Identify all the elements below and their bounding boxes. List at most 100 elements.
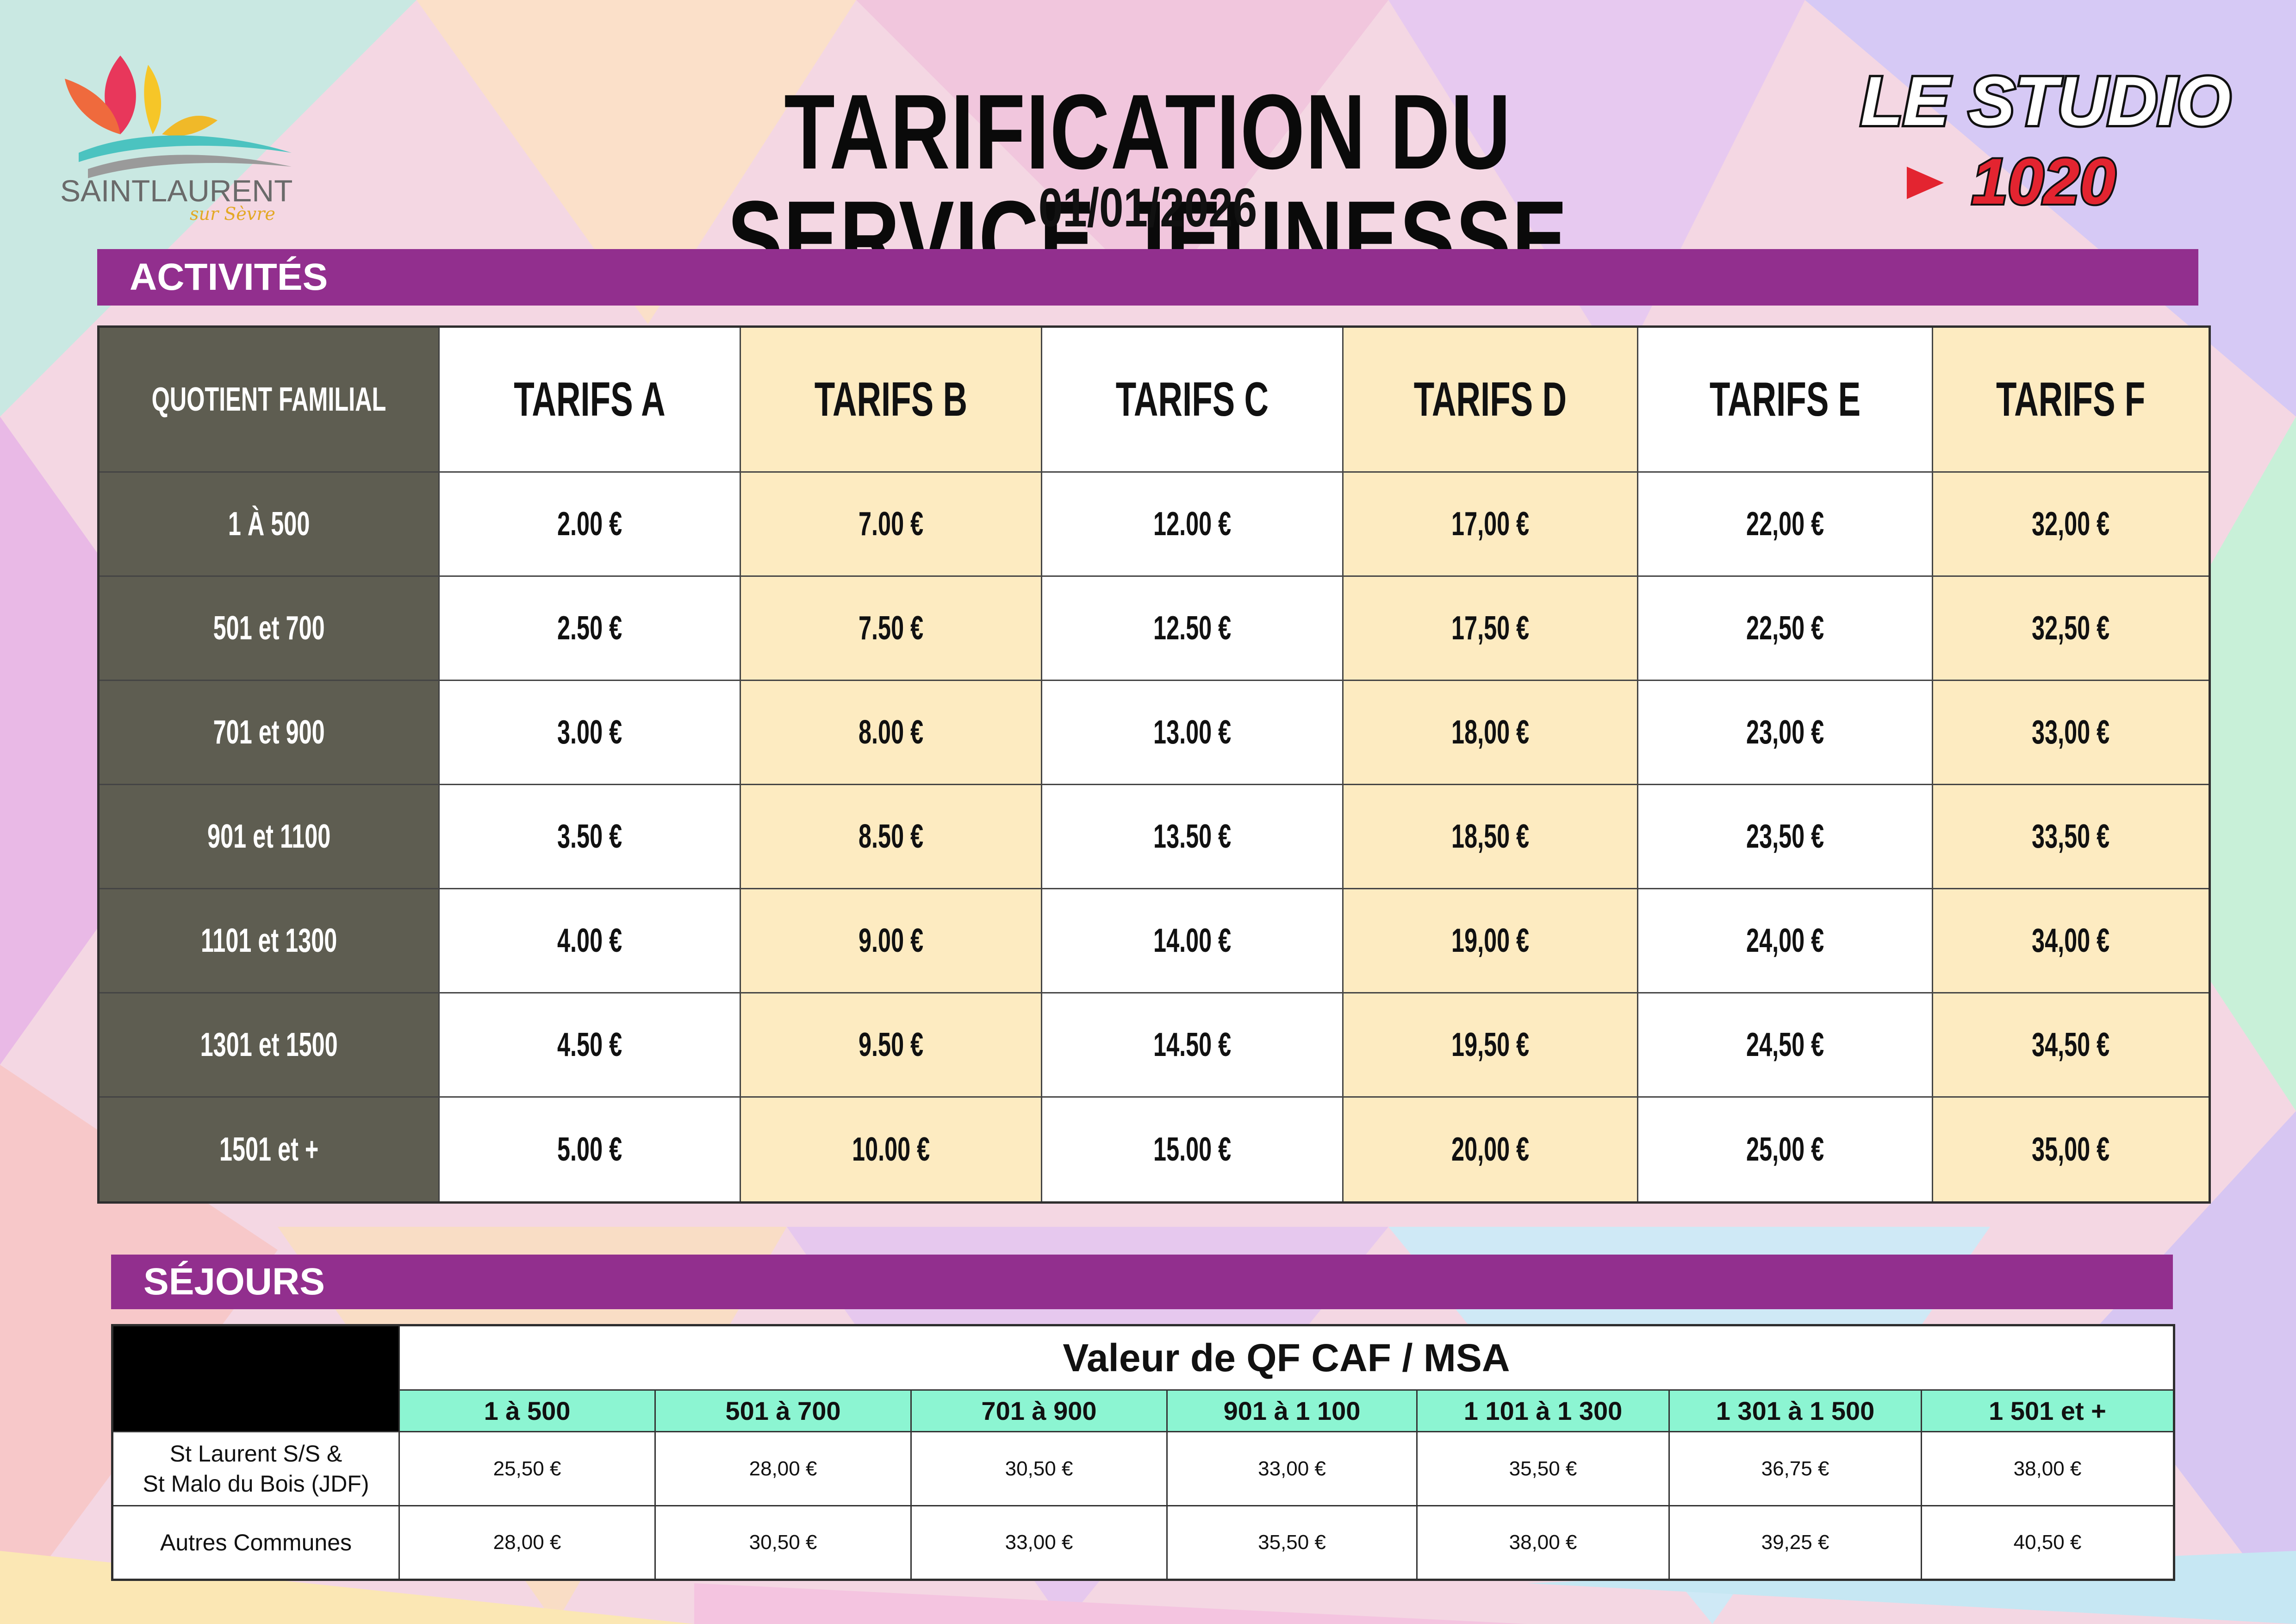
price-cell: 14.00 € — [1041, 888, 1344, 993]
tarifs-e-header: TARIFS E — [1637, 326, 1933, 473]
sejours-banner: SÉJOURS — [111, 1255, 2173, 1309]
price-cell: 13.50 € — [1041, 784, 1344, 889]
price-cell: 7.50 € — [740, 575, 1042, 681]
range-header: 1 101 à 1 300 — [1416, 1389, 1670, 1432]
sejours-group-header-row: Valeur de QF CAF / MSA — [112, 1324, 2175, 1432]
price-cell: 28,00 € — [398, 1505, 656, 1580]
table-row: 501 et 700 2.50 € 7.50 € 12.50 € 17,50 €… — [98, 575, 2210, 681]
price-cell: 4.50 € — [438, 992, 741, 1098]
qf-range-cell: 501 et 700 — [98, 575, 440, 681]
table-row: St Laurent S/S & St Malo du Bois (JDF) 2… — [112, 1431, 2175, 1506]
table-row: 1501 et + 5.00 € 10.00 € 15.00 € 20,00 €… — [98, 1096, 2210, 1203]
range-header: 1 301 à 1 500 — [1668, 1389, 1922, 1432]
price-cell: 3.00 € — [438, 680, 741, 785]
price-cell: 30,50 € — [654, 1505, 912, 1580]
commune-label-line2: St Malo du Bois (JDF) — [143, 1470, 369, 1497]
commune-label-cell: St Laurent S/S & St Malo du Bois (JDF) — [112, 1431, 400, 1506]
tarifs-a-header: TARIFS A — [438, 326, 741, 473]
tarifs-d-header: TARIFS D — [1342, 326, 1638, 473]
range-header: 501 à 700 — [654, 1389, 912, 1432]
qf-caf-msa-header: Valeur de QF CAF / MSA — [398, 1324, 2175, 1391]
logo-saint-text: SAINTLAURENT — [60, 174, 292, 208]
price-cell: 12.50 € — [1041, 575, 1344, 681]
table-row: 1101 et 1300 4.00 € 9.00 € 14.00 € 19,00… — [98, 888, 2210, 993]
price-cell: 24,00 € — [1637, 888, 1933, 993]
price-cell: 5.00 € — [438, 1096, 741, 1203]
price-cell: 23,50 € — [1637, 784, 1933, 889]
price-cell: 2.50 € — [438, 575, 741, 681]
commune-label-line1: St Laurent S/S & — [169, 1440, 342, 1467]
price-cell: 35,50 € — [1416, 1431, 1670, 1506]
price-cell: 18,00 € — [1342, 680, 1638, 785]
le-studio-1020-logo: LE STUDIO 1020 — [1858, 60, 2233, 219]
qf-range-cell: 1301 et 1500 — [98, 992, 440, 1098]
price-cell: 40,50 € — [1920, 1505, 2175, 1580]
price-cell: 17,00 € — [1342, 471, 1638, 577]
price-cell: 23,00 € — [1637, 680, 1933, 785]
quotient-familial-header: QUOTIENT FAMILIAL — [98, 326, 440, 473]
price-cell: 8.50 € — [740, 784, 1042, 889]
price-cell: 34,50 € — [1932, 992, 2210, 1098]
logo-1020-text: 1020 — [1972, 145, 2116, 218]
price-cell: 33,50 € — [1932, 784, 2210, 889]
price-cell: 3.50 € — [438, 784, 741, 889]
play-triangle-icon — [1907, 167, 1944, 199]
table-row: 1301 et 1500 4.50 € 9.50 € 14.50 € 19,50… — [98, 992, 2210, 1098]
range-header: 901 à 1 100 — [1166, 1389, 1418, 1432]
price-cell: 19,00 € — [1342, 888, 1638, 993]
sejours-corner-cell — [112, 1324, 400, 1432]
price-cell: 33,00 € — [1932, 680, 2210, 785]
price-cell: 24,50 € — [1637, 992, 1933, 1098]
commune-label-cell: Autres Communes — [112, 1505, 400, 1580]
logo-sur-sevre-text: sur Sèvre — [190, 204, 275, 222]
table-row: Autres Communes 28,00 € 30,50 € 33,00 € … — [112, 1505, 2175, 1580]
price-cell: 14.50 € — [1041, 992, 1344, 1098]
qf-range-cell: 1501 et + — [98, 1096, 440, 1203]
price-cell: 35,00 € — [1932, 1096, 2210, 1203]
price-cell: 15.00 € — [1041, 1096, 1344, 1203]
price-cell: 39,25 € — [1668, 1505, 1922, 1580]
range-header: 701 à 900 — [910, 1389, 1168, 1432]
butterfly-leaf-logo — [65, 56, 292, 178]
price-cell: 32,00 € — [1932, 471, 2210, 577]
price-cell: 35,50 € — [1166, 1505, 1418, 1580]
activites-table: QUOTIENT FAMILIAL TARIFS A TARIFS B TARI… — [97, 325, 2211, 1204]
price-cell: 30,50 € — [910, 1431, 1168, 1506]
qf-range-cell: 901 et 1100 — [98, 784, 440, 889]
price-cell: 38,00 € — [1416, 1505, 1670, 1580]
table-row: 701 et 900 3.00 € 8.00 € 13.00 € 18,00 €… — [98, 680, 2210, 785]
price-cell: 20,00 € — [1342, 1096, 1638, 1203]
tarifs-c-header: TARIFS C — [1041, 326, 1344, 473]
price-cell: 18,50 € — [1342, 784, 1638, 889]
sejours-range-row: 1 à 500 501 à 700 701 à 900 901 à 1 100 … — [112, 1389, 2175, 1432]
commune-label-line1: Autres Communes — [160, 1529, 352, 1555]
price-cell: 25,50 € — [398, 1431, 656, 1506]
range-header: 1 à 500 — [398, 1389, 656, 1432]
activites-banner-label: ACTIVITÉS — [130, 256, 328, 298]
price-cell: 38,00 € — [1920, 1431, 2175, 1506]
price-cell: 28,00 € — [654, 1431, 912, 1506]
price-cell: 36,75 € — [1668, 1431, 1922, 1506]
price-cell: 12.00 € — [1041, 471, 1344, 577]
price-cell: 34,00 € — [1932, 888, 2210, 993]
price-cell: 25,00 € — [1637, 1096, 1933, 1203]
price-cell: 4.00 € — [438, 888, 741, 993]
logo-studio-text: LE STUDIO — [1860, 62, 2231, 140]
range-header: 1 501 et + — [1920, 1389, 2175, 1432]
qf-range-cell: 1101 et 1300 — [98, 888, 440, 993]
tarifs-f-header: TARIFS F — [1932, 326, 2210, 473]
table-row: 1 À 500 2.00 € 7.00 € 12.00 € 17,00 € 22… — [98, 471, 2210, 577]
price-cell: 32,50 € — [1932, 575, 2210, 681]
activites-header-row: QUOTIENT FAMILIAL TARIFS A TARIFS B TARI… — [98, 326, 2210, 473]
price-cell: 9.50 € — [740, 992, 1042, 1098]
qf-range-cell: 701 et 900 — [98, 680, 440, 785]
price-cell: 13.00 € — [1041, 680, 1344, 785]
price-cell: 17,50 € — [1342, 575, 1638, 681]
effective-date: 01/01/2026 — [1038, 177, 1257, 238]
saint-laurent-logo: SAINTLAURENT sur Sèvre — [60, 56, 292, 222]
sejours-table: Valeur de QF CAF / MSA 1 à 500 501 à 700… — [111, 1324, 2176, 1581]
price-cell: 10.00 € — [740, 1096, 1042, 1203]
price-cell: 33,00 € — [1166, 1431, 1418, 1506]
activites-banner: ACTIVITÉS — [97, 249, 2198, 306]
price-cell: 22,50 € — [1637, 575, 1933, 681]
